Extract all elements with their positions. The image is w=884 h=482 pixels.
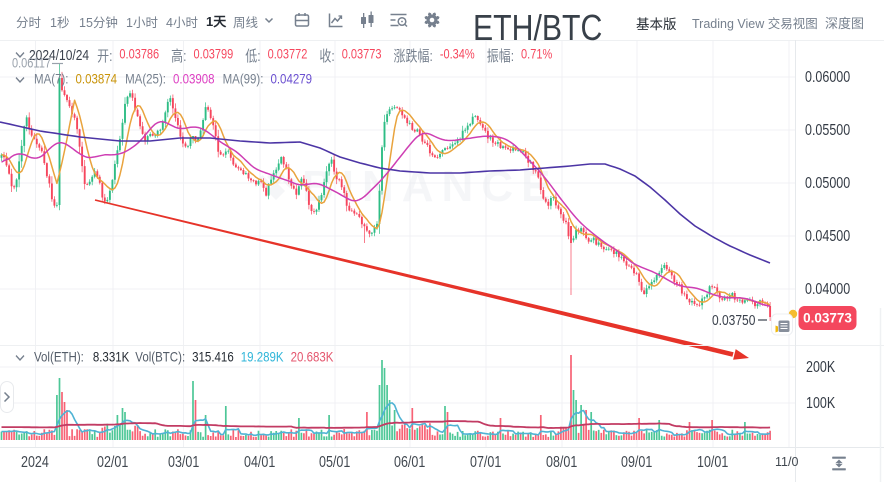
svg-text:0.03773: 0.03773: [803, 311, 852, 326]
